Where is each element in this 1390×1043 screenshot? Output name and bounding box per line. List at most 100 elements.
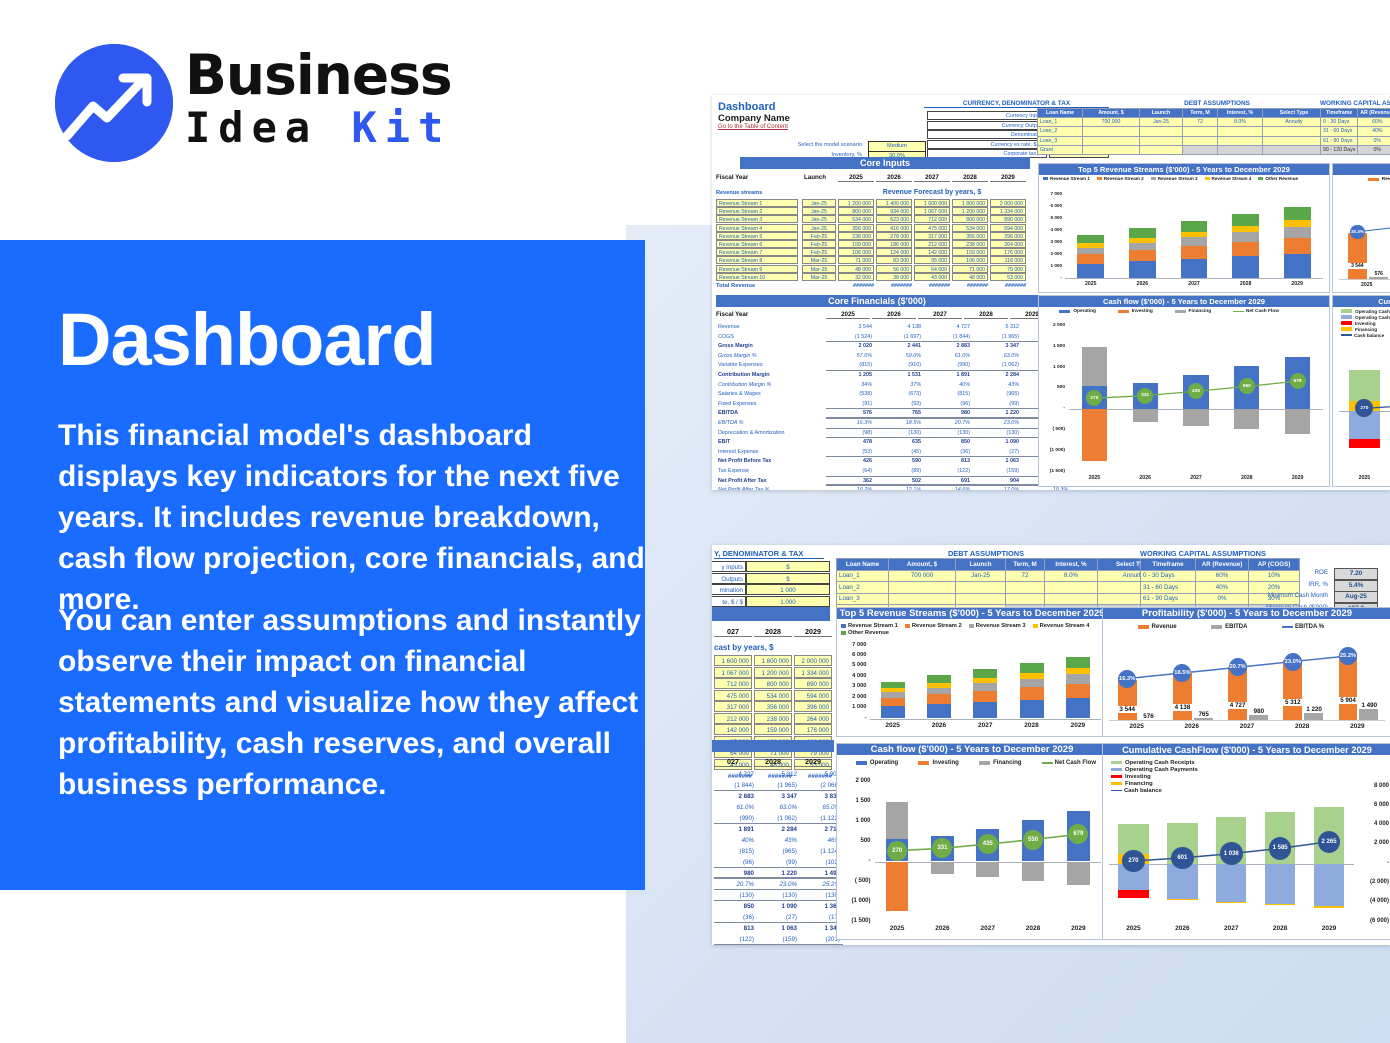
revenue-stream-value[interactable]: 238 000 (952, 240, 988, 248)
table-row[interactable]: Loan_2 (1037, 126, 1326, 137)
currency-row-value[interactable]: 1 000 (746, 584, 830, 596)
table-row[interactable]: Grant (1037, 144, 1326, 155)
revenue-stream-value[interactable]: 356 000 (754, 701, 792, 712)
revenue-stream-value[interactable]: 1 067 000 (714, 666, 752, 678)
revenue-stream-value[interactable]: 475 000 (914, 223, 950, 232)
revenue-stream-value[interactable]: 238 000 (754, 712, 792, 724)
table-cell[interactable] (1005, 581, 1045, 594)
revenue-stream-value[interactable]: 176 000 (990, 248, 1026, 257)
revenue-stream-value[interactable]: 1 200 000 (952, 207, 988, 216)
revenue-stream-value[interactable]: 800 000 (754, 678, 792, 689)
table-cell[interactable]: 0 - 30 Days (1140, 569, 1196, 582)
chart-cash-flow[interactable]: Cash flow ($'000) - 5 Years to December … (836, 743, 1108, 940)
revenue-stream-launch[interactable]: Jan-25 (802, 215, 836, 224)
table-cell[interactable] (1182, 135, 1218, 146)
revenue-stream-value[interactable]: 416 000 (876, 223, 912, 232)
chart-profitability[interactable]: Profitability ($'000) - 5 Years to Decem… (1102, 607, 1390, 737)
revenue-stream-value[interactable]: 396 000 (794, 701, 832, 712)
revenue-stream-value[interactable]: 159 000 (754, 724, 792, 735)
revenue-stream-value[interactable]: 534 000 (952, 223, 988, 232)
revenue-stream-launch[interactable]: Feb-25 (802, 248, 836, 257)
table-row[interactable]: Loan_1 700 000 Jan-25 72 8.0% Annuity (836, 569, 1169, 582)
revenue-stream-value[interactable]: 48 000 (754, 758, 792, 770)
chart-revenue-streams[interactable]: Top 5 Revenue Streams ($'000) - 5 Years … (836, 607, 1108, 737)
revenue-stream-value[interactable]: 534 000 (838, 215, 874, 224)
table-cell[interactable] (1044, 592, 1098, 605)
table-cell[interactable] (888, 592, 956, 605)
revenue-stream-value[interactable]: 212 000 (714, 712, 752, 724)
revenue-stream-value[interactable]: 1 400 000 (876, 199, 912, 207)
table-cell[interactable] (1082, 135, 1140, 146)
table-cell[interactable] (1217, 144, 1263, 155)
revenue-stream-value[interactable]: 934 000 (876, 207, 912, 216)
revenue-stream-value[interactable]: 356 000 (838, 223, 874, 232)
revenue-stream-value[interactable]: 890 000 (990, 215, 1026, 224)
revenue-stream-value[interactable]: 32 000 (838, 272, 874, 281)
revenue-stream-value[interactable]: 1 067 000 (914, 207, 950, 216)
revenue-stream-name[interactable]: Revenue Stream 7 (716, 248, 798, 257)
revenue-stream-value[interactable]: 1 334 000 (990, 207, 1026, 216)
revenue-stream-launch[interactable]: Mar-25 (802, 264, 836, 273)
revenue-stream-value[interactable]: 159 000 (838, 240, 874, 248)
revenue-stream-value[interactable]: 356 000 (952, 231, 988, 240)
table-cell[interactable]: Grant (1037, 144, 1083, 155)
table-of-content-link[interactable]: Go to the Table of Content (718, 124, 788, 130)
currency-row-value[interactable]: $ (746, 572, 830, 584)
table-cell[interactable]: 61 - 90 Days (1319, 135, 1359, 146)
table-cell[interactable]: 700 000 (888, 569, 956, 582)
revenue-stream-name[interactable]: Revenue Stream 9 (716, 264, 798, 273)
table-cell[interactable] (1082, 126, 1140, 137)
revenue-stream-value[interactable]: 238 000 (838, 231, 874, 240)
revenue-stream-launch[interactable]: Mar-25 (802, 256, 836, 265)
revenue-stream-value[interactable]: 71 000 (838, 256, 874, 265)
table-row[interactable]: Loan_3 (836, 592, 1169, 605)
table-cell[interactable]: 20% (1248, 581, 1300, 594)
currency-row-value[interactable]: 1.000 (746, 595, 830, 607)
revenue-stream-value[interactable]: 48 000 (952, 272, 988, 281)
revenue-stream-value[interactable]: 2 000 000 (990, 199, 1026, 207)
table-cell[interactable]: 8.0% (1217, 117, 1263, 128)
revenue-stream-value[interactable]: 53 000 (794, 758, 832, 770)
revenue-stream-value[interactable]: 43 000 (914, 272, 950, 281)
revenue-stream-value[interactable]: 1 334 000 (794, 666, 832, 678)
table-cell[interactable] (1262, 144, 1326, 155)
table-cell[interactable]: 31 - 60 Days (1140, 581, 1196, 594)
revenue-stream-value[interactable]: 212 000 (914, 240, 950, 248)
table-cell[interactable]: Loan_2 (836, 581, 889, 594)
revenue-stream-value[interactable]: 38 000 (876, 272, 912, 281)
table-cell[interactable]: 40% (1357, 126, 1390, 137)
revenue-stream-value[interactable]: 159 000 (952, 248, 988, 257)
currency-row-value[interactable]: $ (746, 561, 830, 572)
revenue-stream-value[interactable]: 71 000 (952, 264, 988, 273)
table-cell[interactable]: 0% (1195, 592, 1249, 605)
revenue-stream-value[interactable]: 186 000 (876, 240, 912, 248)
dashboard-sheet-top[interactable]: Dashboard Company Name Go to the Table of … (712, 95, 1390, 490)
table-cell[interactable] (1044, 581, 1098, 594)
table-cell[interactable]: 61 - 90 Days (1140, 592, 1196, 605)
table-cell[interactable]: 0% (1357, 144, 1390, 155)
chart-revenue-streams[interactable]: Top 5 Revenue Streams ($'000) - 5 Years … (1038, 163, 1330, 293)
revenue-stream-value[interactable]: 142 000 (714, 724, 752, 735)
debt-assumptions-table[interactable]: Loan Name Amount, $ Launch Term, M Interest,… (1037, 107, 1326, 155)
revenue-stream-name[interactable]: Revenue Stream 10 (716, 272, 798, 281)
table-row[interactable]: Loan_1 700 000 Jan-25 72 8.0% Annuity (1037, 117, 1326, 128)
revenue-stream-launch[interactable]: Jan-25 (802, 199, 836, 207)
revenue-stream-value[interactable]: 594 000 (990, 223, 1026, 232)
table-cell[interactable]: 90 - 120 Days (1319, 144, 1359, 155)
table-cell[interactable]: 0% (1357, 135, 1390, 146)
table-cell[interactable]: 700 000 (1082, 117, 1140, 128)
table-cell[interactable]: 8.0% (1044, 569, 1098, 582)
revenue-stream-launch[interactable]: Jan-25 (802, 207, 836, 216)
table-cell[interactable]: 72 (1182, 117, 1218, 128)
revenue-stream-name[interactable]: Revenue Stream 2 (716, 207, 798, 216)
revenue-stream-value[interactable]: 317 000 (914, 231, 950, 240)
table-cell[interactable]: 31 - 60 Days (1319, 126, 1359, 137)
table-cell[interactable]: Loan_1 (836, 569, 889, 582)
revenue-stream-value[interactable]: 317 000 (714, 701, 752, 712)
chart-profitability[interactable]: Profitability ($'000) - 5 Years to Decem… (1332, 163, 1390, 293)
